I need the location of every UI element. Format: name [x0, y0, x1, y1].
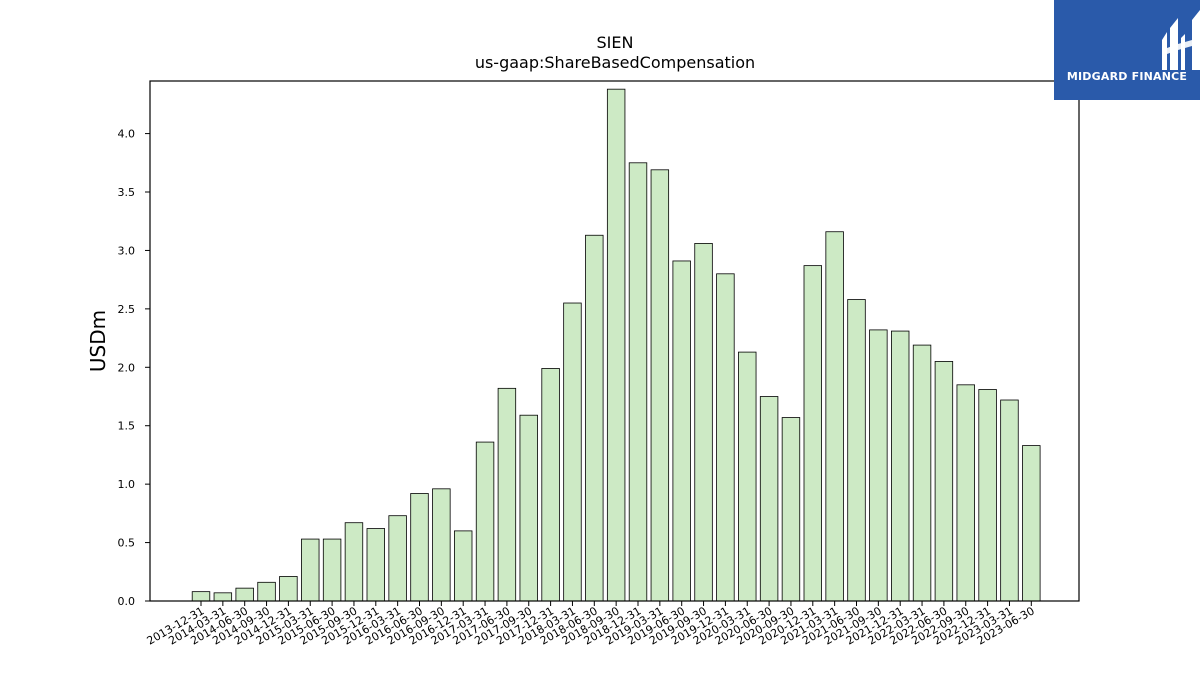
bar-2016-06-30: [410, 493, 429, 602]
y-tick-label: 4.0: [118, 128, 136, 141]
bar-2016-09-30: [432, 488, 451, 602]
bar-2018-12-31: [628, 162, 648, 602]
y-tick-label: 3.0: [118, 244, 136, 257]
bar-2019-12-31: [716, 273, 735, 602]
y-tick-label: 0.5: [118, 537, 136, 550]
bar-2020-03-31: [738, 351, 757, 602]
bar-2021-12-31: [891, 330, 910, 602]
chart-title: SIEN: [597, 33, 634, 52]
bar-2017-12-31: [541, 368, 560, 602]
bar-2015-06-30: [322, 538, 342, 602]
bar-2021-03-31: [825, 231, 844, 602]
bar-2020-06-30: [759, 396, 779, 602]
bar-2014-09-30: [257, 581, 276, 602]
bar-2014-03-31: [213, 592, 233, 602]
bar-2022-12-31: [978, 389, 997, 602]
bar-2021-09-30: [869, 329, 888, 602]
bar-2019-03-31: [650, 169, 670, 602]
bar-2020-09-30: [781, 417, 801, 602]
brand-logo: MIDGARD FINANCE: [1054, 0, 1200, 100]
bar-2018-06-30: [585, 234, 604, 602]
y-axis-ticks: 0.0 0.5 1.0 1.5 2.0 2.5 3.0 3.5 4.0: [118, 128, 150, 608]
bar-2023-06-30: [1022, 445, 1041, 602]
bar-2018-03-31: [563, 302, 582, 602]
bar-2015-09-30: [344, 522, 364, 602]
bar-2018-09-30: [606, 88, 626, 602]
bar-2017-09-30: [519, 414, 538, 602]
bars-group: [191, 88, 1041, 602]
bar-2015-03-31: [301, 538, 320, 602]
bar-2021-06-30: [847, 299, 866, 602]
bar-2022-09-30: [956, 384, 975, 602]
y-axis-label: USDm: [86, 310, 110, 372]
y-tick-label: 1.0: [118, 478, 136, 491]
chart-subtitle: us-gaap:ShareBasedCompensation: [475, 53, 755, 72]
bar-2016-12-31: [453, 530, 473, 602]
bar-2023-03-31: [1000, 399, 1019, 602]
y-tick-label: 2.0: [118, 361, 136, 374]
bar-2014-06-30: [235, 587, 254, 602]
y-tick-label: 2.5: [118, 303, 136, 316]
bar-2013-12-31: [191, 591, 211, 602]
bar-2019-09-30: [694, 243, 713, 602]
x-axis-ticks: 2013-12-312014-03-312014-06-302014-09-30…: [145, 601, 1037, 648]
y-tick-label: 1.5: [118, 420, 136, 433]
bar-2017-06-30: [497, 387, 517, 602]
bar-2022-03-31: [912, 344, 932, 602]
bar-2015-12-31: [366, 528, 386, 602]
bar-2017-03-31: [475, 441, 495, 602]
bar-2016-03-31: [388, 515, 407, 602]
bar-2019-06-30: [672, 260, 691, 602]
bar-2020-12-31: [803, 265, 823, 602]
brand-name: MIDGARD FINANCE: [1066, 70, 1188, 83]
brand-logo-mark-icon: [1162, 10, 1200, 70]
y-tick-label: 3.5: [118, 186, 136, 199]
bar-2022-06-30: [934, 361, 954, 602]
plot-frame: [149, 80, 1080, 602]
bar-2014-12-31: [279, 576, 298, 602]
y-tick-label: 0.0: [118, 595, 136, 608]
